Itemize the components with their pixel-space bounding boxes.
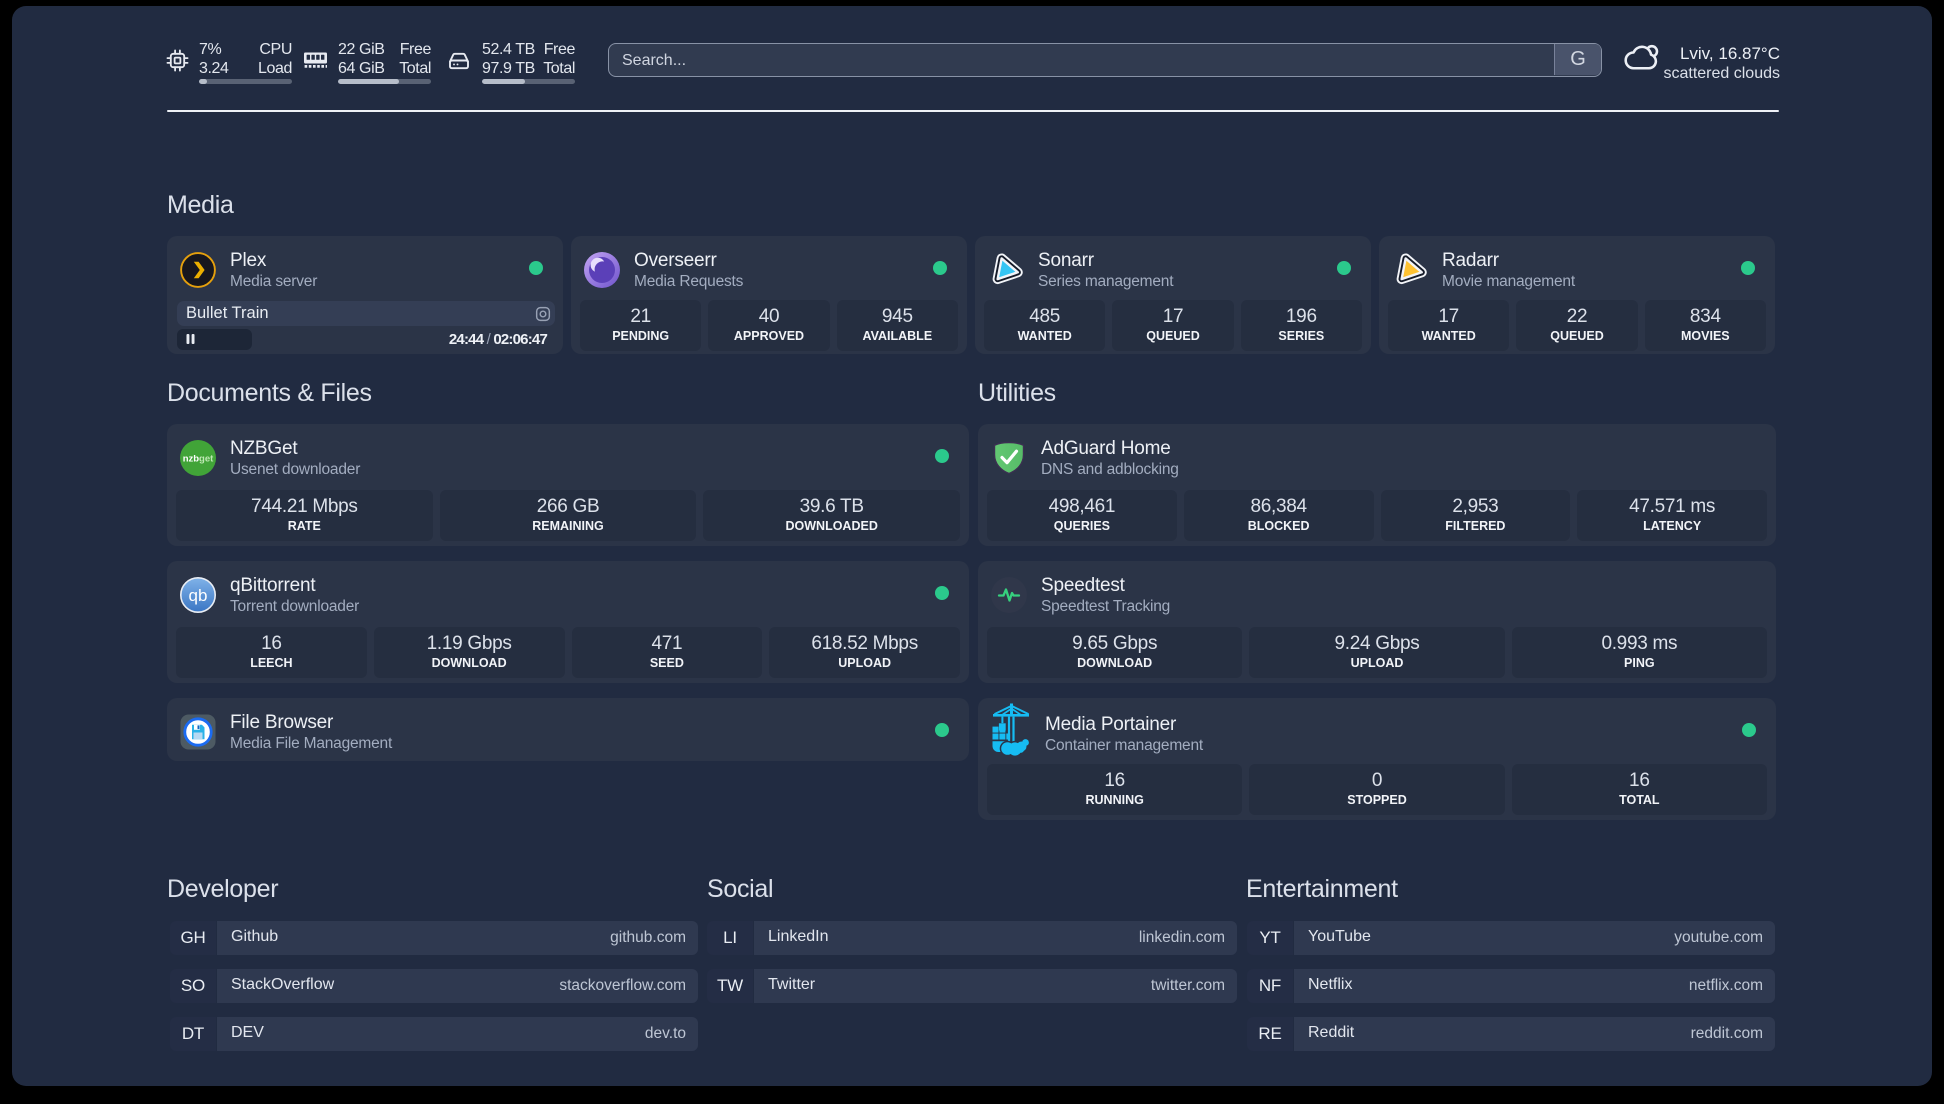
- svg-text:qb: qb: [189, 586, 208, 605]
- svg-text:nzbget: nzbget: [183, 454, 214, 465]
